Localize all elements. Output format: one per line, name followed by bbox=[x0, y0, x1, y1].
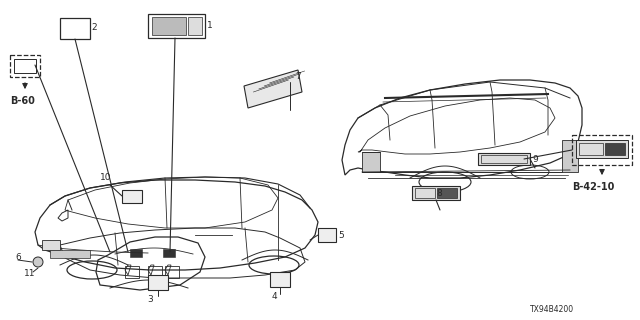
Text: 10: 10 bbox=[100, 173, 111, 182]
Bar bbox=[318, 228, 336, 242]
Bar bbox=[478, 153, 530, 165]
Polygon shape bbox=[244, 70, 302, 108]
Bar bbox=[481, 155, 527, 163]
Bar bbox=[148, 275, 168, 290]
Bar bbox=[60, 18, 90, 39]
Bar bbox=[130, 249, 142, 257]
Bar bbox=[148, 14, 205, 38]
Bar bbox=[415, 188, 435, 198]
Bar bbox=[579, 143, 603, 155]
Text: TX94B4200: TX94B4200 bbox=[530, 305, 574, 314]
Bar bbox=[14, 59, 36, 73]
Text: 4: 4 bbox=[271, 292, 277, 301]
Text: B-60: B-60 bbox=[10, 96, 35, 106]
Bar bbox=[165, 266, 179, 278]
Ellipse shape bbox=[33, 257, 43, 267]
Text: 5: 5 bbox=[338, 230, 344, 239]
Bar bbox=[148, 266, 162, 278]
Bar bbox=[42, 240, 60, 250]
Bar bbox=[10, 55, 40, 77]
Text: 3: 3 bbox=[147, 295, 153, 304]
Bar bbox=[152, 17, 186, 35]
Bar bbox=[437, 188, 457, 198]
Bar bbox=[188, 17, 202, 35]
Text: 8: 8 bbox=[436, 188, 442, 197]
Bar bbox=[412, 186, 460, 200]
Bar bbox=[122, 190, 142, 203]
Bar bbox=[163, 249, 175, 257]
Bar bbox=[125, 266, 139, 278]
Bar bbox=[50, 250, 90, 258]
Text: 2: 2 bbox=[91, 23, 97, 33]
Bar bbox=[270, 272, 290, 287]
Text: B-42-10: B-42-10 bbox=[572, 182, 614, 192]
Text: 11: 11 bbox=[24, 268, 36, 277]
Text: 9: 9 bbox=[532, 155, 538, 164]
Bar bbox=[576, 140, 628, 158]
Text: 1: 1 bbox=[207, 21, 212, 30]
Bar bbox=[562, 140, 578, 172]
Bar bbox=[362, 152, 380, 172]
Bar bbox=[572, 135, 632, 165]
Bar bbox=[605, 143, 625, 155]
Text: 7: 7 bbox=[295, 72, 301, 81]
Text: 6: 6 bbox=[15, 253, 20, 262]
